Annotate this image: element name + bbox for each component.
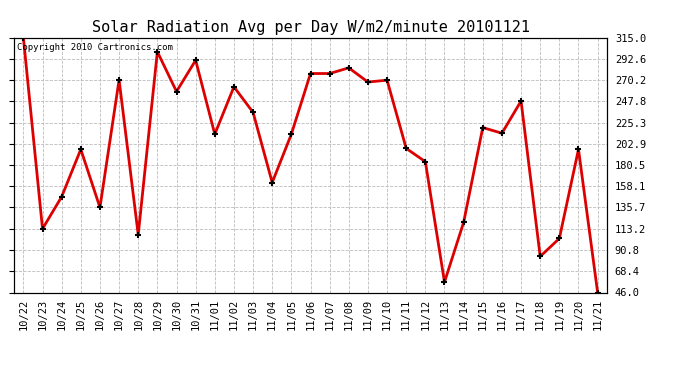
Title: Solar Radiation Avg per Day W/m2/minute 20101121: Solar Radiation Avg per Day W/m2/minute … bbox=[92, 20, 529, 35]
Text: Copyright 2010 Cartronics.com: Copyright 2010 Cartronics.com bbox=[17, 43, 172, 52]
